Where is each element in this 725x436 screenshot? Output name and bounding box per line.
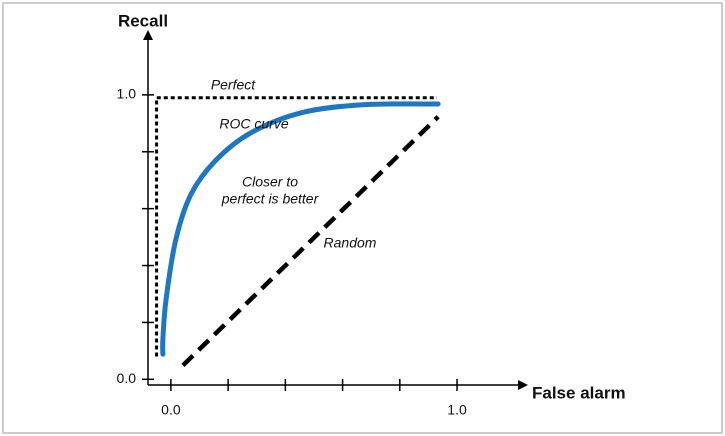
y-axis-arrow — [143, 30, 153, 40]
annotation: perfect is better — [221, 191, 320, 207]
series-line — [155, 96, 438, 357]
series-line — [160, 101, 441, 357]
annotation: Closer to — [242, 174, 298, 190]
x-tick-label: 1.0 — [447, 402, 467, 418]
series-line — [181, 115, 440, 367]
y-axis-label: Recall — [118, 11, 168, 30]
y-tick-label: 1.0 — [117, 86, 137, 102]
x-tick-label: 0.0 — [161, 402, 181, 418]
series-label: Random — [324, 235, 377, 251]
x-axis-arrow — [518, 380, 528, 390]
series-label: Perfect — [211, 77, 256, 93]
y-tick-label: 0.0 — [117, 370, 137, 386]
series-label: ROC curve — [219, 116, 288, 132]
x-axis-label: False alarm — [532, 383, 626, 402]
